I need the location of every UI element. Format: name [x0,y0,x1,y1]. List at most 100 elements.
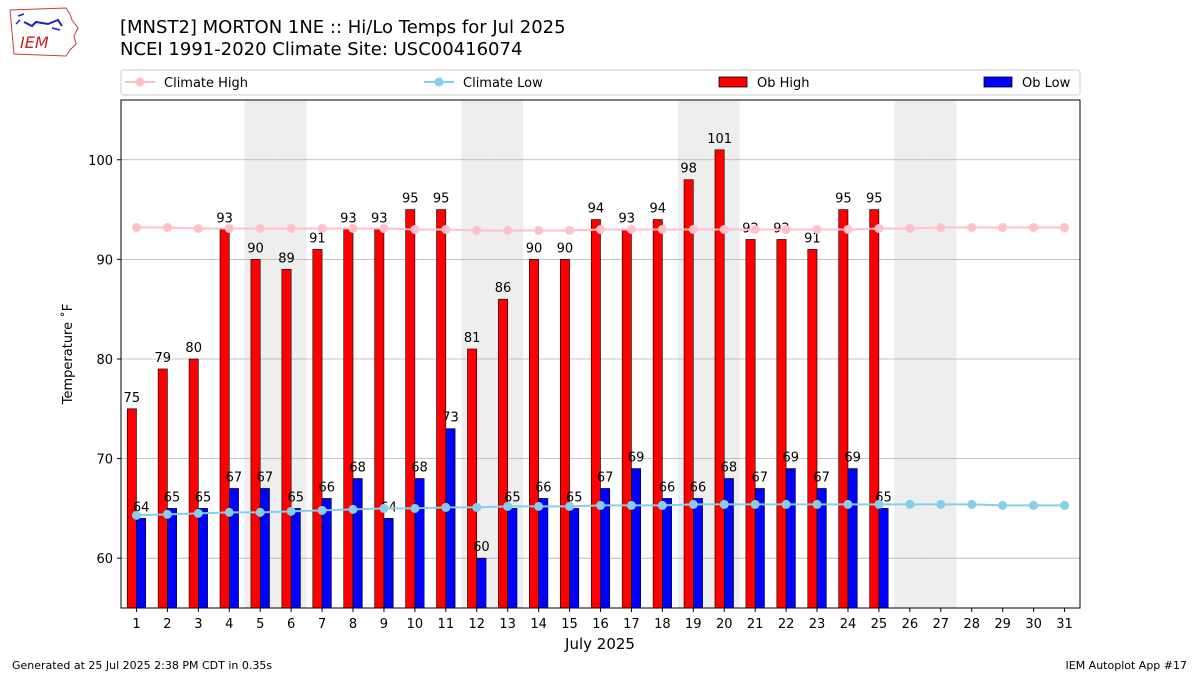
climate-high-point [596,224,605,234]
data-label-ob-low: 68 [721,461,738,476]
y-tick-label: 100 [88,154,113,169]
x-tick-label: 23 [809,617,826,632]
x-tick-label: 9 [380,617,388,632]
bar-ob-low [167,508,177,609]
climate-low-point [193,508,203,518]
x-tick-label: 18 [654,617,671,632]
data-label-ob-low: 60 [473,540,490,555]
bar-ob-high [157,368,168,609]
data-label-ob-high: 90 [526,241,543,256]
data-label-ob-low: 67 [226,470,243,485]
climate-high-point [1060,222,1070,232]
bar-ob-high [590,219,601,609]
x-tick-label: 21 [747,617,764,632]
weekend-shade [925,100,957,608]
bar-ob-high [498,298,508,609]
generated-timestamp: Generated at 25 Jul 2025 2:38 PM CDT in … [12,659,273,672]
bar-ob-low [569,508,580,609]
climate-high-point [162,222,172,232]
x-tick-label: 28 [963,617,980,632]
data-label-ob-low: 67 [257,470,274,485]
legend-ob-low: Ob Low [983,76,1071,91]
data-label-ob-high: 94 [588,202,605,217]
climate-low-point [1029,500,1039,510]
climate-low-point [565,501,575,511]
climate-high-point [812,224,822,234]
climate-high-point [936,222,946,232]
climate-low-point [255,507,265,517]
bar-ob-high [559,259,570,609]
bar-ob-low [136,518,147,609]
x-tick-label: 31 [1056,617,1073,632]
bar-ob-high [714,149,725,609]
bar-ob-high [312,249,323,609]
data-label-ob-low: 67 [813,470,830,485]
x-tick-label: 7 [318,617,326,632]
bar-ob-low [538,498,549,609]
bar-ob-high [683,179,694,609]
climate-low-point [936,499,946,509]
data-label-ob-low: 66 [690,480,707,495]
climate-high-point [286,223,296,233]
climate-high-point [441,224,451,234]
chart-title: [MNST2] MORTON 1NE :: Hi/Lo Temps for Ju… [120,17,566,61]
climate-high-point [410,224,420,234]
climate-high-point [472,225,482,235]
x-tick-label: 4 [225,617,233,632]
data-label-ob-high: 90 [247,241,264,256]
data-label-ob-high: 98 [680,162,697,177]
bar-ob-low [476,557,487,609]
x-tick-label: 27 [933,617,950,632]
plot-frame [120,99,1081,609]
climate-low-point [657,500,667,510]
climate-low-point [843,499,853,509]
legend-label-climate-high: Climate High [164,76,248,91]
climate-low-point [781,499,791,509]
x-tick-label: 14 [530,617,547,632]
climate-low-point [905,499,915,509]
data-label-ob-high: 80 [185,341,202,356]
data-label-ob-high: 90 [557,241,574,256]
bar-ob-low [723,478,734,609]
climate-high-point [874,223,884,233]
bar-ob-low [321,498,332,609]
x-tick-label: 17 [623,617,640,632]
bar-ob-high [869,209,880,609]
climate-low-point [410,503,420,513]
x-tick-label: 24 [840,617,857,632]
bar-ob-low [383,518,394,609]
x-tick-label: 6 [287,617,295,632]
x-tick-label: 5 [256,617,264,632]
climate-low-point [596,500,605,510]
bar-ob-high [745,239,756,609]
data-label-ob-high: 95 [835,192,852,207]
data-label-ob-high: 86 [495,281,512,296]
climate-high-point [193,223,203,233]
bar-ob-low [228,488,239,609]
x-tick-label: 2 [163,617,171,632]
x-axis-label: July 2025 [564,635,635,653]
data-label-ob-high: 91 [309,231,326,246]
bar-ob-low [878,508,889,609]
x-tick-label: 3 [194,617,202,632]
data-label-ob-high: 93 [340,211,357,226]
data-label-ob-low: 67 [752,470,769,485]
climate-low-point [719,499,729,509]
data-label-ob-low: 66 [659,480,676,495]
bar-ob-high [374,229,385,609]
climate-high-point [688,224,698,234]
data-label-ob-high: 95 [402,192,419,207]
climate-high-point [534,225,544,235]
data-label-ob-low: 65 [566,490,583,505]
climate-high-point [719,224,729,234]
climate-high-point [503,225,513,235]
bar-ob-low [259,488,270,609]
climate-low-point [812,499,822,509]
bar-ob-high [621,229,632,609]
y-tick-label: 90 [96,253,113,268]
data-label-ob-low: 65 [504,490,521,505]
climate-high-point [657,224,667,234]
data-label-ob-high: 93 [619,211,636,226]
x-tick-label: 26 [902,617,919,632]
